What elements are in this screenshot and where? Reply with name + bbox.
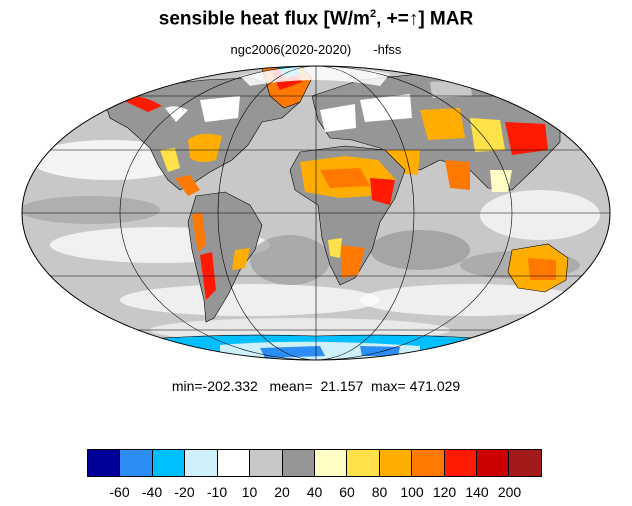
variable-label: -hfss <box>373 42 402 57</box>
map-subtitle: ngc2006(2020-2020) -hfss <box>0 42 632 57</box>
experiment-label: ngc2006(2020-2020) <box>230 42 352 57</box>
colorbar-tick-label: 140 <box>465 484 489 500</box>
north-america <box>103 77 301 196</box>
colorbar-tick-label: -20 <box>174 484 195 500</box>
colorbar-tick-label: 20 <box>274 484 290 500</box>
colorbar-tick-label: -40 <box>141 484 163 500</box>
colorbar-swatch <box>509 450 541 476</box>
colorbar-swatch <box>88 450 121 476</box>
colorbar-swatch <box>379 450 413 476</box>
colorbar-tick-label: 100 <box>400 484 424 500</box>
title-text: sensible heat flux [W/m <box>158 8 370 30</box>
colorbar-swatch <box>477 450 510 476</box>
arctic-region <box>240 66 390 86</box>
antarctica <box>79 334 561 360</box>
colorbar-tick-label: 120 <box>432 484 457 500</box>
colorbar-swatch <box>120 450 153 476</box>
colorbar-swatch <box>152 450 186 476</box>
australia <box>507 243 569 293</box>
colorbar-swatch <box>217 450 251 476</box>
colorbar-labels: -60 -40 -20 -10 10 20 40 60 80 100 120 140 200 <box>87 484 542 502</box>
colorbar-swatch <box>347 450 380 476</box>
title-suffix: , +=↑] MAR <box>376 8 474 30</box>
colorbar-tick-label: 10 <box>241 484 258 500</box>
colorbar-swatch <box>412 450 445 476</box>
statistics-line: min=-202.332 mean= 21.157 max= 471.029 <box>171 378 461 394</box>
colorbar-tick-label: 40 <box>306 484 323 500</box>
map-content <box>22 66 610 360</box>
colorbar-tick-label: 80 <box>371 484 388 500</box>
graticule <box>22 66 610 360</box>
colorbar-swatch <box>185 450 218 476</box>
globe-outline <box>21 65 611 361</box>
colorbar-tick-label: 200 <box>497 484 522 500</box>
africa <box>289 145 406 286</box>
colorbar <box>87 449 542 477</box>
colorbar-tick-label: 60 <box>339 484 355 500</box>
colorbar-tick-label: -60 <box>109 484 130 500</box>
eurasia <box>311 73 561 192</box>
colorbar-tick-label: -10 <box>206 484 228 500</box>
colorbar-swatch <box>250 450 283 476</box>
title-superscript: 2 <box>369 8 377 20</box>
colorbar-swatch <box>314 450 348 476</box>
map-title: sensible heat flux [W/m2, +=↑] MAR <box>0 8 632 30</box>
colorbar-swatch <box>282 450 315 476</box>
colorbar-swatch <box>444 450 478 476</box>
